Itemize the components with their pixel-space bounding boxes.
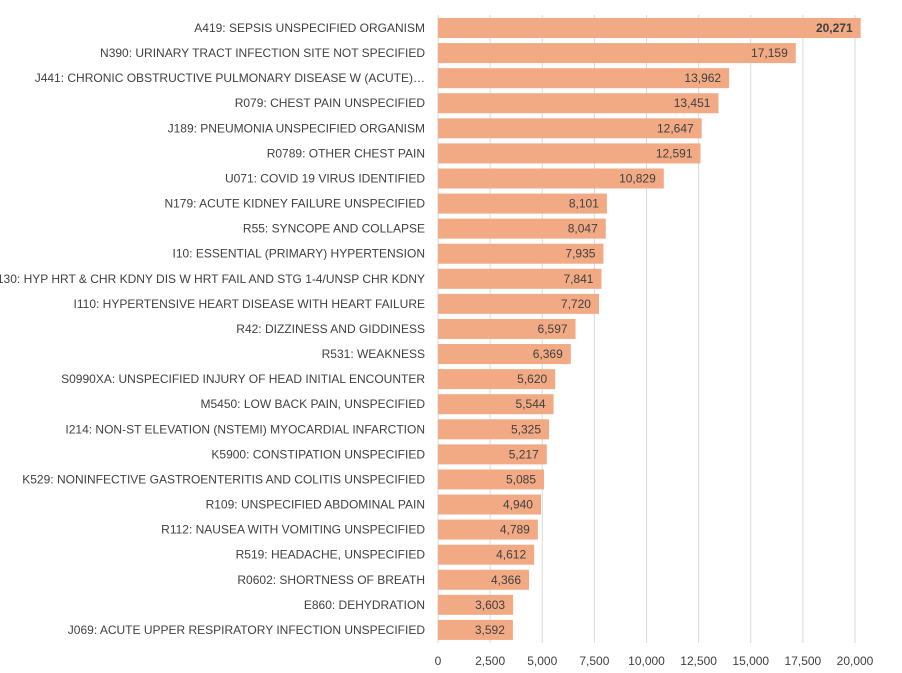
- data-label: 13,962: [684, 71, 721, 85]
- category-label: R42: DIZZINESS AND GIDDINESS: [236, 322, 425, 336]
- category-label: J189: PNEUMONIA UNSPECIFIED ORGANISM: [168, 121, 425, 135]
- data-label: 8,101: [569, 197, 599, 211]
- category-label: I214: NON-ST ELEVATION (NSTEMI) MYOCARDI…: [65, 422, 425, 436]
- x-tick-label: 2,500: [475, 654, 505, 668]
- data-label: 5,217: [509, 447, 539, 461]
- bar: [438, 494, 541, 515]
- data-label: 4,612: [496, 548, 526, 562]
- category-label: N179: ACUTE KIDNEY FAILURE UNSPECIFIED: [164, 197, 425, 211]
- x-tick-label: 15,000: [732, 654, 769, 668]
- bar: [438, 268, 602, 289]
- category-label: R112: NAUSEA WITH VOMITING UNSPECIFIED: [161, 523, 425, 537]
- x-tick-label: 7,500: [579, 654, 609, 668]
- category-label: J069: ACUTE UPPER RESPIRATORY INFECTION …: [68, 623, 426, 637]
- bar: [438, 569, 530, 590]
- data-label: 4,789: [500, 523, 530, 537]
- bar: [438, 369, 556, 390]
- bar: [438, 544, 535, 565]
- bar: [438, 293, 599, 314]
- bar: [438, 419, 550, 440]
- category-label: N390: URINARY TRACT INFECTION SITE NOT S…: [100, 46, 425, 60]
- category-label: I110: HYPERTENSIVE HEART DISEASE WITH HE…: [74, 297, 425, 311]
- data-label: 7,935: [565, 247, 595, 261]
- category-label: R531: WEAKNESS: [322, 347, 425, 361]
- bar: [438, 318, 576, 339]
- category-label: R519: HEADACHE, UNSPECIFIED: [236, 548, 426, 562]
- x-tick-label: 5,000: [527, 654, 557, 668]
- category-label: K5900: CONSTIPATION UNSPECIFIED: [211, 447, 425, 461]
- bar: [438, 519, 538, 540]
- data-label: 17,159: [751, 46, 788, 60]
- data-label: 7,720: [561, 297, 591, 311]
- category-label: R55: SYNCOPE AND COLLAPSE: [243, 222, 425, 236]
- bar: [438, 118, 702, 139]
- data-label: 10,829: [619, 171, 656, 185]
- category-label: I10: ESSENTIAL (PRIMARY) HYPERTENSION: [172, 247, 425, 261]
- data-label: 4,940: [503, 498, 533, 512]
- bar: [438, 344, 571, 365]
- bar: [438, 394, 554, 415]
- category-label: M5450: LOW BACK PAIN, UNSPECIFIED: [200, 397, 425, 411]
- bar: [438, 193, 607, 214]
- bar: [438, 43, 796, 64]
- bar: [438, 619, 513, 640]
- data-label: 5,620: [517, 372, 547, 386]
- x-tick-label: 12,500: [680, 654, 717, 668]
- x-tick-label: 0: [435, 654, 442, 668]
- bar: [438, 143, 701, 164]
- category-label: S0990XA: UNSPECIFIED INJURY OF HEAD INIT…: [61, 372, 425, 386]
- data-label: 8,047: [568, 222, 598, 236]
- data-label: 4,366: [491, 573, 521, 587]
- data-label: 12,647: [657, 121, 694, 135]
- category-label: A419: SEPSIS UNSPECIFIED ORGANISM: [194, 21, 425, 35]
- x-tick-label: 17,500: [785, 654, 822, 668]
- data-label: 6,597: [538, 322, 568, 336]
- bar: [438, 93, 719, 114]
- data-label: 13,451: [674, 96, 711, 110]
- bar: [438, 18, 861, 38]
- x-tick-label: 20,000: [837, 654, 874, 668]
- x-tick-label: 10,000: [628, 654, 665, 668]
- data-label: 20,271: [816, 21, 853, 35]
- data-label: 7,841: [563, 272, 593, 286]
- data-label: 12,591: [656, 146, 693, 160]
- bar: [438, 68, 730, 89]
- category-label: U071: COVID 19 VIRUS IDENTIFIED: [225, 171, 425, 185]
- data-label: 5,325: [511, 422, 541, 436]
- category-label: K529: NONINFECTIVE GASTROENTERITIS AND C…: [22, 472, 425, 486]
- category-label: I130: HYP HRT & CHR KDNY DIS W HRT FAIL …: [0, 272, 425, 286]
- data-label: 5,544: [516, 397, 546, 411]
- category-label: R0602: SHORTNESS OF BREATH: [237, 573, 425, 587]
- category-label: R109: UNSPECIFIED ABDOMINAL PAIN: [206, 498, 425, 512]
- category-label: R079: CHEST PAIN UNSPECIFIED: [235, 96, 426, 110]
- bar: [438, 218, 606, 239]
- data-label: 6,369: [533, 347, 563, 361]
- bar: [438, 168, 664, 189]
- bar: [438, 469, 545, 490]
- category-label: R0789: OTHER CHEST PAIN: [267, 146, 425, 160]
- bar: [438, 243, 604, 264]
- category-label: J441: CHRONIC OBSTRUCTIVE PULMONARY DISE…: [35, 71, 425, 85]
- data-label: 3,603: [475, 598, 505, 612]
- bar: [438, 594, 514, 615]
- bar: [438, 444, 547, 465]
- category-label: E860: DEHYDRATION: [304, 598, 425, 612]
- data-label: 5,085: [506, 472, 536, 486]
- data-label: 3,592: [475, 623, 505, 637]
